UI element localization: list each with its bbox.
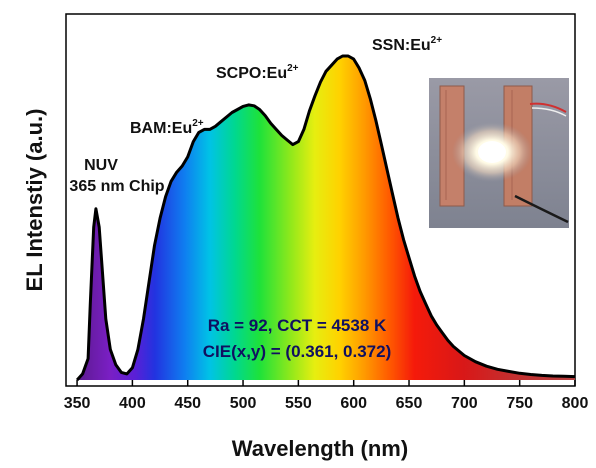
ssn-label: SSN:Eu2+	[372, 35, 442, 54]
bam-label: BAM:Eu2+	[130, 118, 204, 137]
x-axis: 350 400 450 500 550 600 650 700 750 800	[64, 380, 589, 412]
spectrum-area	[77, 56, 575, 380]
spectrum-line	[75, 54, 576, 382]
x-tick-label-450: 450	[174, 395, 201, 412]
nuv-chip-label: 365 nm Chip	[69, 178, 164, 195]
x-tick-label-650: 650	[396, 395, 423, 412]
cie-text: CIE(x,y) = (0.361, 0.372)	[203, 342, 392, 361]
inset-photo	[429, 78, 569, 228]
x-axis-title: Wavelength (nm)	[232, 436, 408, 461]
x-tick-label-700: 700	[451, 395, 478, 412]
x-tick-label-350: 350	[64, 395, 91, 412]
nuv-label: NUV	[84, 157, 118, 174]
x-tick-label-400: 400	[119, 395, 146, 412]
x-tick-label-750: 750	[506, 395, 533, 412]
x-tick-label-600: 600	[340, 395, 367, 412]
scpo-label: SCPO:Eu2+	[216, 63, 299, 82]
y-axis-title: EL Intenstiy (a.u.)	[22, 109, 47, 292]
x-tick-label-500: 500	[230, 395, 257, 412]
x-tick-label-800: 800	[562, 395, 589, 412]
ra-cct-text: Ra = 92, CCT = 4538 K	[208, 316, 387, 335]
x-tick-label-550: 550	[285, 395, 312, 412]
